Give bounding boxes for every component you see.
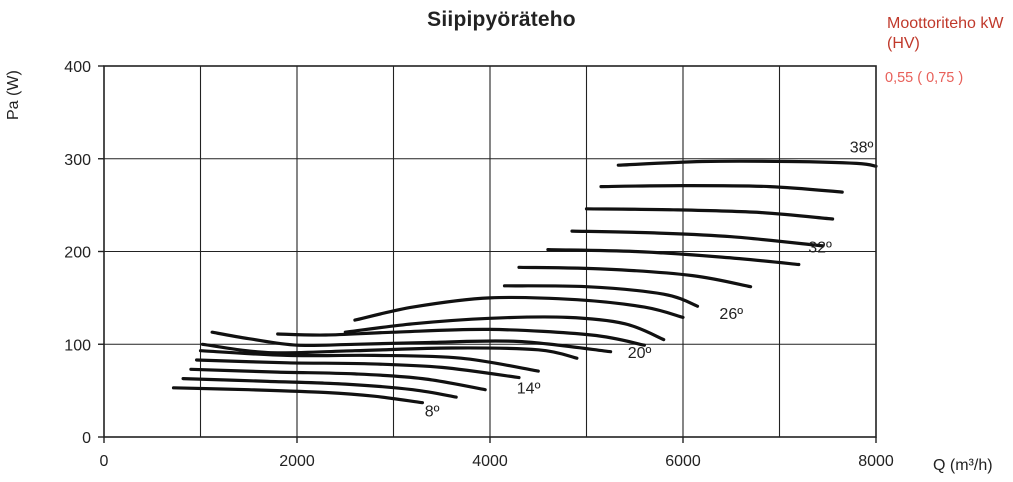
tick-labels: 0 2000 4000 6000 8000 0 100 200 300 400: [64, 59, 894, 470]
y-axis-label: Pa (W): [5, 70, 22, 120]
blade-angle-curve-16: [599, 183, 844, 194]
plot-frame: [103, 65, 877, 438]
chart-title-text: Siipipyöräteho: [427, 8, 576, 31]
y-tick-label: 400: [64, 59, 91, 76]
blade-angle-curve-6: [200, 342, 579, 360]
x-tick-label: 2000: [279, 453, 315, 470]
blade-angle-curve-8: [276, 327, 646, 347]
angle-labels: 8º 14º 20º 26º 32º 38º: [425, 139, 874, 420]
y-tick-label: 100: [64, 337, 91, 354]
blade-angle-curve-12: [517, 265, 753, 289]
blade-angle-curve-14: [570, 229, 825, 248]
blade-angle-curve-3: [189, 367, 487, 392]
legend-entry: 0,55 ( 0,75 ): [885, 70, 964, 86]
blade-angle-curve-17: [616, 159, 878, 168]
angle-label: 14º: [517, 380, 541, 397]
blade-angle-curve-2: [181, 377, 458, 399]
angle-label: 32º: [808, 239, 832, 256]
y-tick-label: 200: [64, 245, 91, 262]
angle-label: 20º: [628, 345, 652, 362]
x-tick-label: 8000: [858, 453, 894, 470]
blade-angle-curve-15: [584, 207, 835, 221]
angle-label: 8º: [425, 404, 440, 421]
blade-angle-curve-9: [343, 315, 666, 342]
blade-angle-curve-4: [195, 358, 521, 380]
blade-angle-curve-10: [353, 295, 685, 322]
performance-curves: [171, 159, 878, 405]
angle-label: 26º: [719, 306, 743, 323]
blade-angle-curve-7: [210, 330, 613, 354]
blade-angle-curve-5: [198, 349, 540, 373]
x-axis-label: Q (m³/h): [933, 457, 993, 474]
angle-label: 38º: [850, 139, 874, 156]
y-tick-label: 300: [64, 152, 91, 169]
x-tick-label: 6000: [665, 453, 701, 470]
x-tick-label: 0: [100, 453, 109, 470]
blade-angle-curve-11: [502, 284, 700, 308]
blade-angle-curve-13: [546, 248, 801, 267]
blade-angle-curve-1: [171, 386, 424, 405]
chart-title: Siipipyöräteho: [0, 8, 1013, 32]
legend-title: Moottoriteho kW (HV): [887, 15, 1004, 52]
y-tick-label: 0: [82, 430, 91, 447]
x-tick-label: 4000: [472, 453, 508, 470]
